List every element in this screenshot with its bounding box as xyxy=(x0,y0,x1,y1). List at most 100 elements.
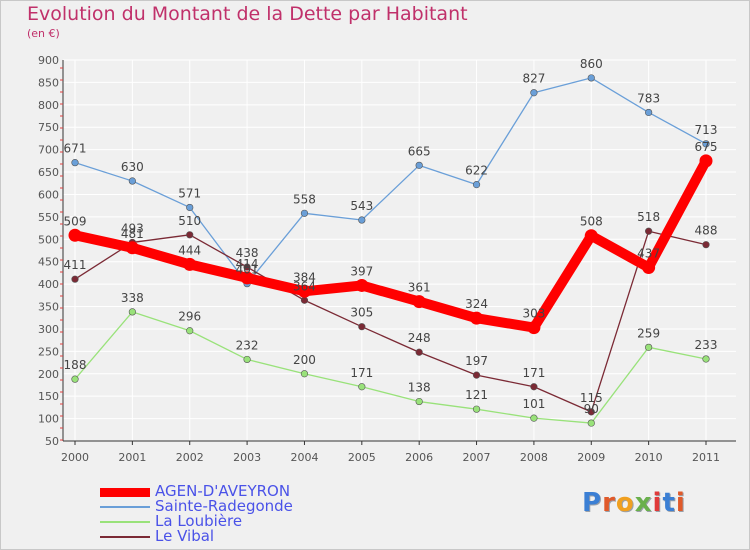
data-point-la-loubi-re xyxy=(587,419,595,427)
legend-swatch xyxy=(100,521,150,523)
legend-label: AGEN-D'AVEYRON xyxy=(155,482,291,500)
data-label-agen-d-aveyron: 481 xyxy=(121,227,144,241)
y-tick-label: 300 xyxy=(38,323,59,336)
series-line-agen-d-aveyron xyxy=(70,155,711,333)
data-label-agen-d-aveyron: 324 xyxy=(465,297,488,311)
y-tick-label: 350 xyxy=(38,301,59,314)
data-point-la-loubi-re xyxy=(358,383,366,391)
data-point-sainte-radegonde xyxy=(186,203,194,212)
data-label-agen-d-aveyron: 508 xyxy=(580,215,603,229)
chart-legend: AGEN-D'AVEYRON Sainte-Radegonde La Loubièr… xyxy=(100,482,360,545)
data-label-agen-d-aveyron: 384 xyxy=(293,270,316,284)
data-label-sainte-radegonde: 713 xyxy=(695,123,718,137)
data-point-la-loubi-re xyxy=(128,308,136,316)
legend-swatch xyxy=(100,487,150,497)
data-point-le-vibal xyxy=(645,227,653,235)
data-label-la-loubi-re: 233 xyxy=(695,338,718,352)
data-label-le-vibal: 305 xyxy=(350,306,373,320)
data-point-sainte-radegonde xyxy=(472,181,481,189)
data-point-agen-d-aveyron xyxy=(584,229,598,243)
data-label-le-vibal: 364 xyxy=(293,279,316,293)
data-label-agen-d-aveyron: 414 xyxy=(236,257,259,271)
data-point-agen-d-aveyron xyxy=(527,321,541,335)
y-tick-label: 50 xyxy=(45,435,59,448)
series-line-sainte-radegonde xyxy=(74,77,707,285)
legend-item-la-loubi-re: La Loubière xyxy=(100,512,360,530)
data-point-sainte-radegonde xyxy=(530,89,538,97)
data-label-sainte-radegonde: 571 xyxy=(178,186,201,200)
data-label-agen-d-aveyron: 444 xyxy=(178,243,201,257)
legend-swatch xyxy=(100,536,150,538)
data-point-le-vibal xyxy=(472,371,481,379)
data-label-la-loubi-re: 338 xyxy=(121,291,144,305)
data-point-la-loubi-re xyxy=(645,343,653,351)
y-tick-label: 900 xyxy=(38,54,59,67)
data-point-le-vibal xyxy=(415,348,423,356)
data-label-le-vibal: 197 xyxy=(465,354,488,368)
x-tick-label: 2006 xyxy=(405,451,433,464)
legend-swatch xyxy=(100,506,150,508)
legend-label: La Loubière xyxy=(155,512,243,530)
data-label-agen-d-aveyron: 303 xyxy=(522,307,545,321)
data-point-sainte-radegonde xyxy=(645,108,653,117)
data-label-sainte-radegonde: 630 xyxy=(121,160,144,174)
y-tick-label: 150 xyxy=(38,390,59,403)
y-tick-label: 200 xyxy=(38,368,59,381)
data-point-agen-d-aveyron xyxy=(699,154,713,168)
data-label-la-loubi-re: 200 xyxy=(293,353,316,367)
data-label-agen-d-aveyron: 509 xyxy=(64,214,87,228)
data-label-sainte-radegonde: 665 xyxy=(408,144,431,158)
data-label-le-vibal: 115 xyxy=(580,391,603,405)
data-label-le-vibal: 510 xyxy=(178,214,201,228)
data-point-le-vibal xyxy=(186,231,194,239)
data-label-sainte-radegonde: 558 xyxy=(293,192,316,206)
data-label-la-loubi-re: 90 xyxy=(584,402,599,416)
data-point-sainte-radegonde xyxy=(300,209,309,217)
data-label-sainte-radegonde: 401 xyxy=(236,263,259,277)
data-point-la-loubi-re xyxy=(71,375,79,383)
data-point-la-loubi-re xyxy=(472,405,481,413)
x-tick-label: 2002 xyxy=(176,451,204,464)
x-tick-label: 2005 xyxy=(348,451,376,464)
data-point-la-loubi-re xyxy=(530,414,538,422)
legend-label: Sainte-Radegonde xyxy=(155,497,293,515)
legend-label: Le Vibal xyxy=(155,527,215,545)
data-label-le-vibal: 493 xyxy=(121,221,144,235)
x-tick-label: 2003 xyxy=(233,451,261,464)
data-label-sainte-radegonde: 827 xyxy=(522,72,545,86)
data-point-agen-d-aveyron xyxy=(183,257,197,271)
data-point-agen-d-aveyron xyxy=(240,271,254,285)
data-label-le-vibal: 488 xyxy=(695,224,718,238)
chart-subtitle: (en €) xyxy=(27,27,60,40)
data-label-la-loubi-re: 232 xyxy=(236,338,259,352)
data-point-agen-d-aveyron xyxy=(125,241,139,255)
y-tick-label: 250 xyxy=(38,345,59,358)
data-point-la-loubi-re xyxy=(415,397,423,406)
data-point-agen-d-aveyron xyxy=(642,261,656,275)
x-tick-label: 2011 xyxy=(692,451,720,464)
plot-area xyxy=(63,60,736,441)
data-point-le-vibal xyxy=(358,323,366,331)
y-tick-label: 850 xyxy=(38,76,59,89)
y-tick-label: 650 xyxy=(38,166,59,179)
data-point-sainte-radegonde xyxy=(358,216,366,224)
data-label-le-vibal: 438 xyxy=(236,246,259,260)
data-label-la-loubi-re: 296 xyxy=(178,310,201,324)
y-tick-label: 750 xyxy=(38,121,59,134)
data-point-sainte-radegonde xyxy=(128,177,136,185)
data-label-sainte-radegonde: 622 xyxy=(465,164,488,178)
data-point-sainte-radegonde xyxy=(702,140,710,148)
y-tick-label: 800 xyxy=(38,99,59,112)
legend-item-agen-d-aveyron: AGEN-D'AVEYRON xyxy=(100,482,360,500)
data-label-le-vibal: 411 xyxy=(64,258,87,272)
y-tick-label: 400 xyxy=(38,278,59,291)
data-point-le-vibal xyxy=(587,408,595,416)
x-tick-label: 2010 xyxy=(635,451,663,464)
data-point-le-vibal xyxy=(530,383,538,391)
data-point-sainte-radegonde xyxy=(415,161,423,169)
y-tick-label: 450 xyxy=(38,256,59,269)
data-label-la-loubi-re: 259 xyxy=(637,326,660,340)
data-point-la-loubi-re xyxy=(300,370,309,378)
data-point-agen-d-aveyron xyxy=(470,311,484,325)
